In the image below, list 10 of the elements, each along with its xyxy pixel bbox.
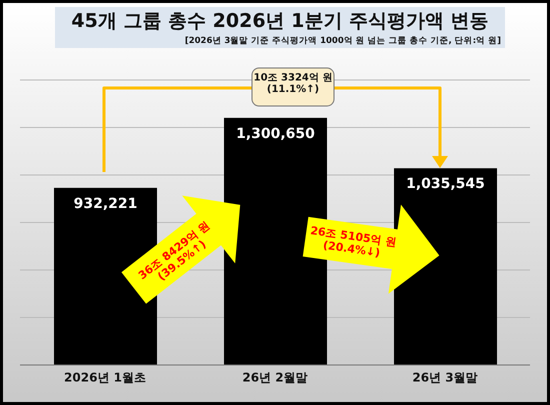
data-label: 932,221 [74, 196, 138, 212]
annotation: 10조 3324억 원 (11.1%↑) [254, 72, 332, 95]
x-tick-label: 2026년 1월초 [64, 370, 146, 385]
chart-title: 45개 그룹 총수 2026년 1분기 주식평가액 변동 [70, 9, 490, 34]
data-label: 1,300,650 [236, 126, 316, 142]
chart-subtitle: [2026년 3월말 기준 주식평가액 1000억 원 넘는 그룹 총수 기준, 단위:억 원] [184, 35, 502, 48]
x-tick-label: 26년 3월말 [412, 370, 478, 385]
x-tick-label: 26년 2월말 [242, 370, 308, 385]
data-label: 1,035,545 [406, 176, 485, 192]
annotation: 26조 5105억 원 (20.4%↓) [310, 224, 398, 260]
